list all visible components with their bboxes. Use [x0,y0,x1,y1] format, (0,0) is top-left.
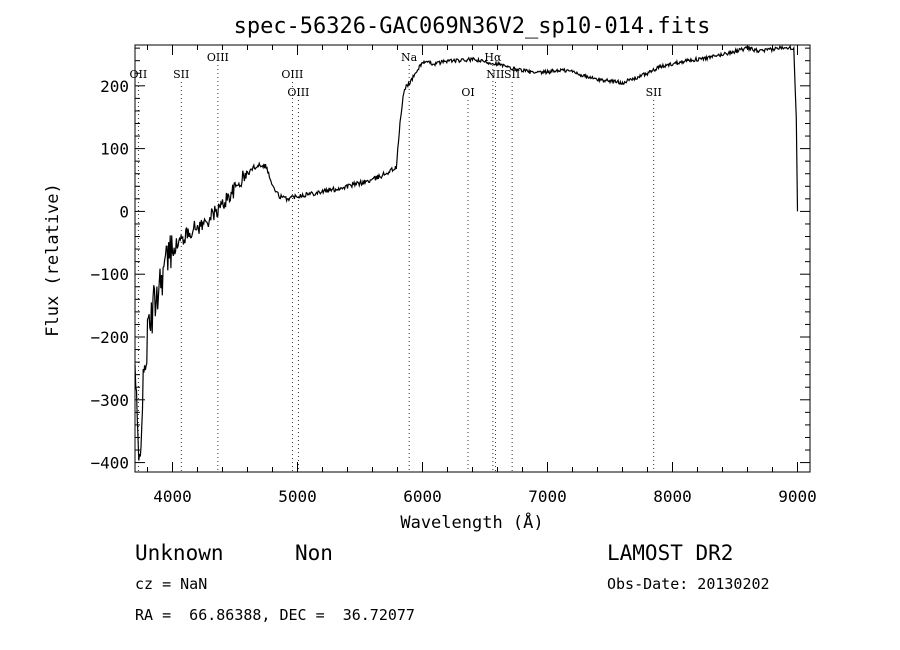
x-tick-label: 4000 [153,487,192,506]
plot-area: 4000 5000 6000 7000 8000 9000 −400 −300 −200 −10… [90,44,817,506]
x-tick-label: 9000 [778,487,817,506]
cz-label: cz = NaN [135,575,207,593]
class-label: Unknown [135,541,224,565]
emission-line-label: OIII [281,68,303,81]
y-tick-label: −100 [90,265,129,284]
survey-label: LAMOST DR2 [607,541,733,565]
y-tick-label: 100 [100,140,129,159]
emission-line-label: Hα [484,51,502,64]
emission-line-label: SII [646,86,662,99]
obs-date-label: Obs-Date: 20130202 [607,575,770,593]
emission-line-label: OII [130,68,148,81]
x-tick-label: 5000 [278,487,317,506]
emission-line-label: NII [486,68,504,81]
plot-frame [134,44,811,473]
y-tick-label: −300 [90,391,129,410]
emission-line-label: Na [401,51,418,64]
emission-line-label: OIII [207,51,229,64]
x-axis: 4000 5000 6000 7000 8000 9000 [147,45,817,506]
x-axis-label: Wavelength (Å) [400,511,543,533]
x-tick-label: 7000 [528,487,567,506]
spectrum-series-line [134,44,799,461]
emission-line-label: OIII [287,86,309,99]
coords-label: RA = 66.86388, DEC = 36.72077 [135,606,415,624]
subclass-label: Non [295,541,333,565]
y-tick-label: 0 [119,202,129,221]
y-tick-label: −400 [90,454,129,473]
y-tick-label: −200 [90,328,129,347]
emission-line-label: SII [173,68,189,81]
y-axis-label: Flux (relative) [43,183,63,337]
x-tick-label: 8000 [653,487,692,506]
chart-title: spec-56326-GAC069N36V2_sp10-014.fits [234,14,711,39]
x-tick-label: 6000 [403,487,442,506]
y-axis: −400 −300 −200 −100 0 100 200 [90,47,810,473]
y-tick-label: 200 [100,77,129,96]
emission-line-label: OI [461,86,474,99]
